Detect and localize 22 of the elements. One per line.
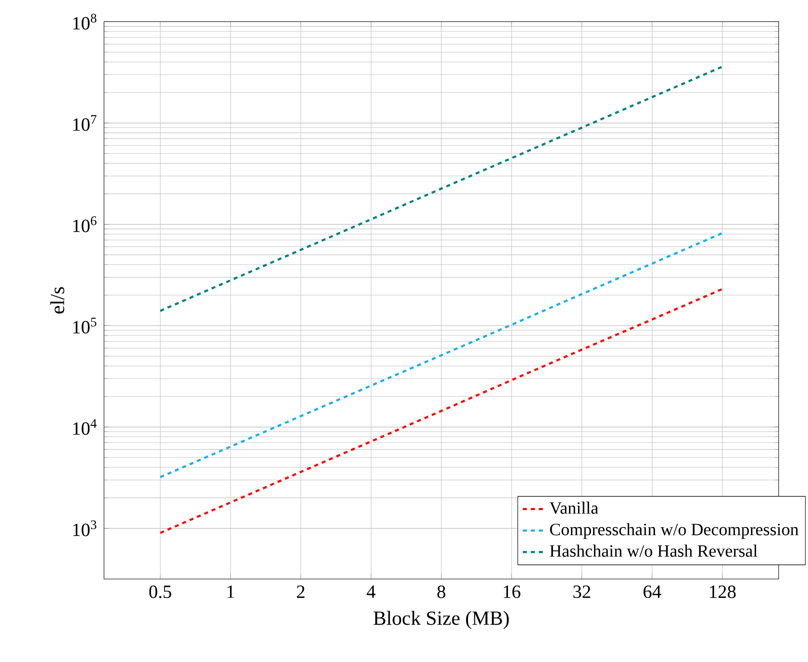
x-tick-label: 16: [504, 585, 520, 598]
y-tick-label: 10$^{3}$: [73, 520, 96, 536]
legend-label: Vanilla: [550, 502, 598, 514]
x-tick-label: 64: [644, 585, 662, 598]
x-tick-label: 8: [437, 585, 446, 598]
x-tick-label: 1: [228, 585, 234, 598]
x-tick-label: 4: [366, 585, 376, 598]
x-axis-title: Block Size (MB): [374, 610, 509, 630]
x-tick-label: 128: [710, 585, 736, 598]
y-tick-label: 10$^{6}$: [73, 216, 96, 232]
x-tick-label: 0.5: [149, 585, 172, 598]
x-tick-label: 2: [296, 585, 304, 598]
y-axis-title: el/s: [50, 287, 64, 314]
line-series: [159, 66, 724, 312]
legend-label: Hashchain w/o Hash Reversal: [550, 544, 758, 557]
line-series: [159, 232, 724, 478]
legend-label: Compresschain w/o Decompression: [550, 523, 798, 539]
y-tick-label: 10$^{5}$: [73, 318, 96, 334]
y-tick-label: 10$^{4}$: [73, 419, 97, 435]
y-tick-label: 10$^{7}$: [73, 115, 96, 131]
y-tick-label: 10$^{8}$: [73, 14, 96, 30]
x-tick-label: 32: [573, 585, 590, 598]
